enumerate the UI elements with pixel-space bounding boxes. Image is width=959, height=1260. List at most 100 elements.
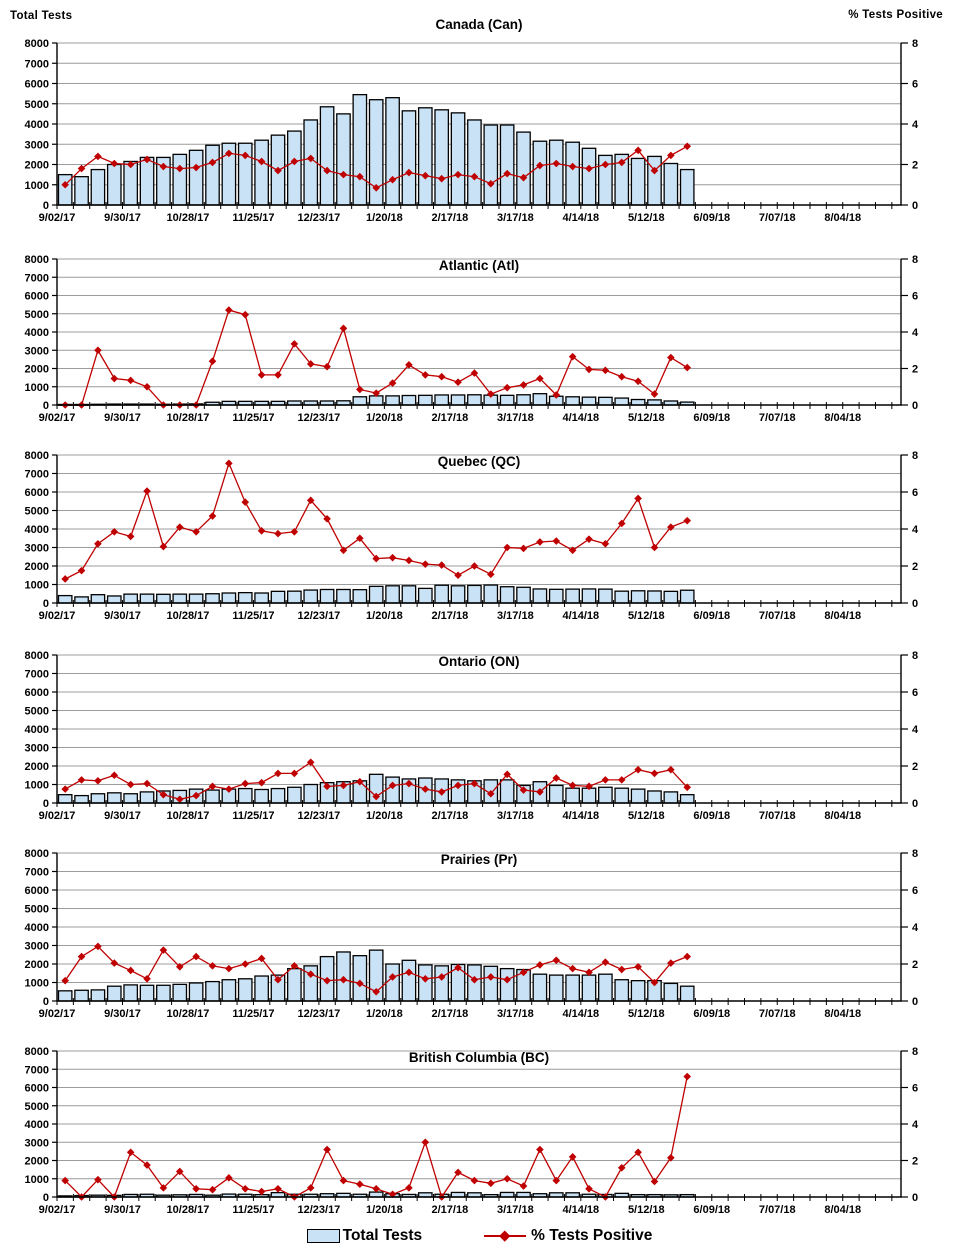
pct-positive-point: [126, 780, 135, 789]
pct-positive-point: [454, 963, 462, 972]
pct-positive-point: [208, 512, 217, 520]
total-tests-bar: [679, 589, 695, 604]
pct-positive-point: [241, 498, 250, 506]
pct-positive-point: [94, 346, 102, 355]
pct-positive-point: [323, 166, 331, 175]
pct-positive-point: [159, 542, 168, 551]
x-tick-label: 8/04/18: [824, 212, 861, 224]
x-tick-label: 12/23/17: [297, 1204, 340, 1216]
pct-positive-point: [306, 758, 315, 767]
left-tick-label: 4000: [25, 327, 49, 339]
right-tick-label: 0: [912, 200, 918, 212]
charts-canvas: 010002000300040005000600070008000024689/…: [25, 17, 919, 1216]
pct-positive-point: [437, 372, 446, 381]
x-tick-label: 6/09/18: [693, 212, 730, 224]
x-tick-label: 11/25/17: [232, 810, 274, 822]
pct-positive-point: [290, 527, 299, 536]
x-tick-label: 3/17/18: [497, 1008, 534, 1020]
total-tests-bar: [581, 588, 597, 604]
left-axis-title: Total Tests: [10, 10, 73, 22]
pct-positive-point: [536, 1145, 544, 1154]
pct-positive-point: [372, 987, 381, 996]
total-tests-bar: [630, 398, 646, 406]
pct-positive-point: [323, 976, 331, 985]
x-tick-label: 7/07/18: [759, 1204, 796, 1216]
pct-positive-point: [650, 166, 659, 175]
pct-positive-point: [323, 782, 331, 791]
x-tick-label: 11/25/17: [232, 1204, 274, 1216]
x-tick-label: 1/20/18: [366, 810, 403, 822]
pct-positive-point: [356, 172, 364, 181]
pct-positive-point: [241, 310, 250, 319]
total-tests-bar: [630, 590, 646, 604]
total-tests-bar: [385, 395, 400, 406]
pct-positive-point: [650, 769, 659, 778]
pct-positive-point: [339, 781, 348, 790]
total-tests-bar: [663, 590, 679, 604]
x-tick-label: 6/09/18: [693, 610, 730, 622]
total-tests-bar: [417, 587, 433, 604]
pct-positive-point: [683, 783, 692, 792]
pct-positive-point: [503, 169, 511, 178]
total-tests-bar: [434, 584, 450, 604]
pct-positive-point: [601, 366, 610, 375]
total-tests-bar: [499, 586, 515, 604]
pct-positive-point: [437, 174, 446, 183]
chart-prairies: 0 1000 2000 3000 4000 5000 6000 7000 8000 0 2 4 6 8 9/…: [25, 848, 919, 1020]
pct-positive-point: [323, 362, 331, 371]
pct-positive-point: [388, 781, 397, 790]
pct-positive-point: [372, 792, 381, 801]
total-tests-bar: [483, 584, 499, 604]
pct-positive-point: [110, 959, 119, 967]
x-tick-label: 3/17/18: [497, 610, 534, 622]
left-tick-label: 5000: [25, 506, 49, 518]
pct-positive-point: [536, 161, 544, 170]
pct-positive-point: [405, 361, 413, 369]
left-tick-label: 7000: [25, 272, 49, 284]
pct-positive-point: [126, 966, 135, 975]
total-tests-bar: [57, 173, 73, 206]
x-tick-label: 4/14/18: [562, 212, 599, 224]
x-tick-label: 7/07/18: [759, 412, 796, 424]
pct-positive-point: [126, 532, 135, 541]
x-tick-label: 9/02/17: [39, 412, 76, 424]
pct-positive-point: [437, 788, 446, 796]
total-tests-bar: [499, 779, 515, 804]
x-tick-label: 2/17/18: [432, 212, 469, 224]
x-tick-label: 9/30/17: [104, 412, 141, 424]
total-tests-bar: [581, 396, 597, 406]
left-tick-label: 3000: [25, 139, 49, 151]
chart-british-columbia: 0 1000 2000 3000 4000 5000 6000 7000 8000 0 2 4 6 8 9/…: [25, 1046, 919, 1216]
pct-positive-point: [175, 1167, 184, 1176]
pct-positive-point: [77, 566, 86, 575]
pct-positive-point: [470, 369, 479, 377]
total-tests-bar: [417, 107, 433, 206]
chart-title: Prairies (Pr): [441, 852, 518, 867]
total-tests-bar: [237, 978, 253, 1002]
pct-positive-point: [617, 1164, 626, 1172]
pct-positive-point: [241, 779, 250, 788]
pct-positive-point: [470, 779, 479, 788]
left-tick-label: 2000: [25, 160, 49, 172]
x-tick-label: 11/25/17: [232, 412, 274, 424]
pct-positive-point: [454, 781, 462, 790]
pct-positive-point: [110, 159, 119, 168]
pct-positive-point: [634, 146, 642, 155]
left-tick-label: 6000: [25, 885, 49, 897]
pct-positive-point: [175, 523, 184, 531]
total-tests-bar: [647, 155, 662, 206]
total-tests-bar: [614, 787, 630, 804]
pct-positive-point: [290, 962, 299, 970]
pct-positive-point: [143, 1161, 151, 1169]
pct-positive-point: [274, 529, 282, 538]
left-tick-label: 0: [43, 200, 49, 212]
total-tests-bar: [532, 140, 548, 206]
x-tick-label: 8/04/18: [824, 610, 861, 622]
x-tick-label: 9/02/17: [39, 810, 76, 822]
pct-positive-point: [585, 164, 593, 173]
pct-positive-point: [519, 173, 528, 182]
total-tests-bar: [106, 163, 122, 206]
left-tick-label: 1000: [25, 180, 49, 192]
right-tick-label: 6: [912, 687, 918, 699]
left-tick-label: 5000: [25, 1101, 49, 1113]
